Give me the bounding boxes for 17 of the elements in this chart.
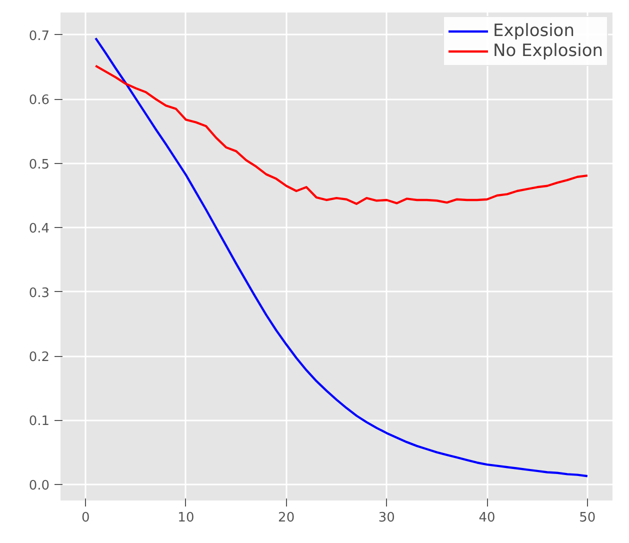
line-series bbox=[94, 64, 589, 205]
x-tick-label: 30 bbox=[378, 510, 395, 526]
x-tick-label: 40 bbox=[478, 510, 496, 526]
y-tick-label: 0.5 bbox=[28, 157, 50, 172]
legend-label: Explosion bbox=[493, 21, 574, 41]
y-tick-label: 0.1 bbox=[28, 414, 50, 430]
x-tick-label: 10 bbox=[178, 510, 194, 526]
x-tick-label: 50 bbox=[579, 510, 596, 526]
y-tick-label: 0.4 bbox=[28, 222, 50, 237]
y-tick-label: 0.2 bbox=[28, 350, 50, 366]
x-tick-label: 0 bbox=[81, 510, 90, 526]
x-tick-label: 20 bbox=[278, 510, 295, 526]
y-tick-label: 0.7 bbox=[28, 28, 50, 44]
y-tick-label: 0.0 bbox=[28, 478, 50, 494]
y-tick-label: 0.3 bbox=[28, 286, 50, 301]
y-tick-label: 0.6 bbox=[28, 93, 50, 108]
legend-label: No Explosion bbox=[493, 41, 603, 61]
